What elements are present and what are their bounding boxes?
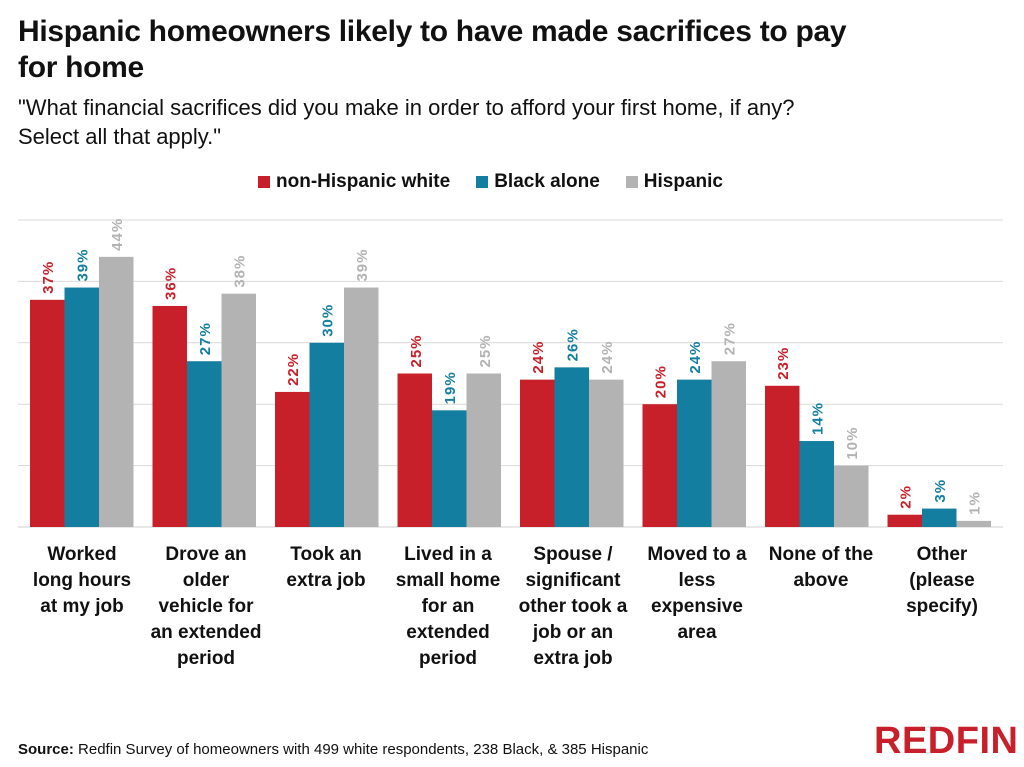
bar-white-7 xyxy=(887,514,922,527)
data-label-black-2: 30% xyxy=(320,304,337,337)
data-label-black-3: 19% xyxy=(442,371,459,404)
data-label-white-5: 20% xyxy=(653,365,670,398)
bar-black-7 xyxy=(922,508,957,527)
legend-swatch-hispanic xyxy=(625,176,638,188)
data-label-white-2: 22% xyxy=(285,353,302,386)
category-label-older-vehicle: Drove an older vehicle for an extended p… xyxy=(150,544,262,669)
data-label-hispanic-4: 24% xyxy=(599,341,616,374)
legend: non-Hispanic white Black alone Hispanic xyxy=(258,170,749,194)
data-label-white-3: 25% xyxy=(408,334,425,367)
legend-item-white: non-Hispanic white xyxy=(258,171,450,193)
bar-black-3 xyxy=(432,410,467,527)
data-label-white-6: 23% xyxy=(775,347,792,380)
bar-black-2 xyxy=(309,342,344,527)
data-label-white-0: 37% xyxy=(40,261,57,294)
data-label-black-6: 14% xyxy=(810,402,827,435)
bar-black-1 xyxy=(187,361,222,527)
legend-label-hispanic: Hispanic xyxy=(643,171,723,192)
legend-item-black: Black alone xyxy=(476,171,600,193)
data-label-black-5: 24% xyxy=(687,341,704,374)
bar-hispanic-7 xyxy=(956,520,991,527)
legend-item-hispanic: Hispanic xyxy=(625,171,723,193)
bar-hispanic-0 xyxy=(99,256,134,527)
data-label-white-7: 2% xyxy=(898,485,915,509)
data-label-black-1: 27% xyxy=(197,322,214,355)
legend-swatch-black xyxy=(476,176,489,188)
source-text: Redfin Survey of homeowners with 499 whi… xyxy=(78,741,649,758)
bar-black-6 xyxy=(799,441,834,527)
bar-white-5 xyxy=(642,404,677,527)
data-label-hispanic-7: 1% xyxy=(967,491,984,515)
data-label-hispanic-1: 38% xyxy=(232,255,249,288)
bar-hispanic-6 xyxy=(834,465,869,527)
bar-white-4 xyxy=(520,379,555,527)
data-label-black-0: 39% xyxy=(75,249,92,282)
bar-hispanic-5 xyxy=(711,361,746,527)
data-label-hispanic-6: 10% xyxy=(844,427,861,460)
category-label-extra-job: Took an extra job xyxy=(286,544,366,591)
bar-hispanic-4 xyxy=(589,379,624,527)
legend-label-white: non-Hispanic white xyxy=(276,171,451,192)
category-label-moved: Moved to a less expensive area xyxy=(647,544,747,643)
bar-white-6 xyxy=(765,385,800,527)
bar-white-3 xyxy=(397,373,432,527)
bar-black-4 xyxy=(554,367,589,527)
chart-subtitle: "What financial sacrifices did you make … xyxy=(18,95,795,149)
bar-hispanic-1 xyxy=(221,293,256,527)
bar-hispanic-3 xyxy=(466,373,501,527)
bar-hispanic-2 xyxy=(344,287,379,527)
data-label-black-7: 3% xyxy=(932,479,949,503)
bar-white-2 xyxy=(275,391,310,527)
source-note: Source: Redfin Survey of homeowners with… xyxy=(18,741,648,758)
data-label-white-1: 36% xyxy=(163,267,180,300)
legend-swatch-white xyxy=(258,176,270,188)
source-label: Source: xyxy=(18,741,74,758)
redfin-logo: REDFIN xyxy=(874,720,1019,762)
bar-black-0 xyxy=(64,287,99,527)
legend-label-black: Black alone xyxy=(494,171,600,192)
chart-title: Hispanic homeowners likely to have made … xyxy=(18,15,847,84)
bar-chart: 37% 39% 44% 36% 27% 38% 22% 30% 39% 25% 19% 25% 24% 2… xyxy=(18,218,1003,528)
data-label-hispanic-2: 39% xyxy=(354,249,371,282)
bar-white-1 xyxy=(152,305,187,527)
data-label-hispanic-5: 27% xyxy=(722,322,739,355)
data-label-black-4: 26% xyxy=(565,328,582,361)
data-label-white-4: 24% xyxy=(530,341,547,374)
bar-black-5 xyxy=(677,379,712,527)
category-label-spouse: Spouse / significant other took a job or… xyxy=(518,544,628,669)
category-label-other: Other (please specify) xyxy=(906,544,978,617)
data-label-hispanic-3: 25% xyxy=(477,334,494,367)
category-label-none: None of the above xyxy=(768,544,874,591)
category-label-worked-long-hours: Worked long hours at my job xyxy=(32,544,132,617)
data-label-hispanic-0: 44% xyxy=(109,218,126,251)
bar-white-0 xyxy=(30,299,65,527)
category-label-small-home: Lived in a small home for an extended pe… xyxy=(395,544,501,669)
